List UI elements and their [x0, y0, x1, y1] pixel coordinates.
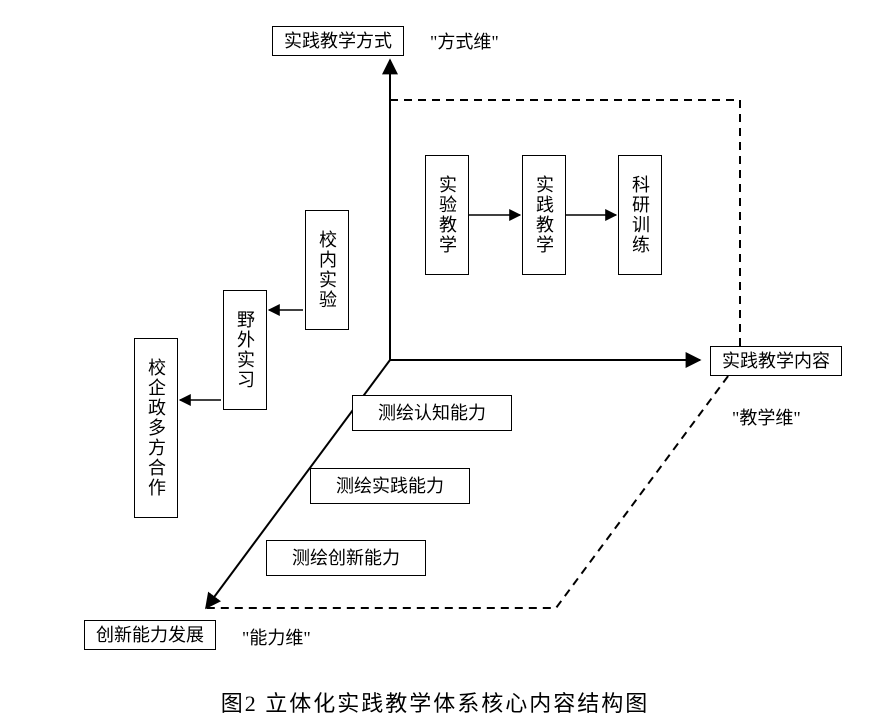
- z-axis-tag: "能力维": [242, 624, 311, 650]
- box-field-pract-text: 野外实习: [232, 310, 258, 390]
- box-cognition: 测绘认知能力: [352, 395, 512, 431]
- box-multi-coop: 校企政多方合作: [134, 338, 178, 518]
- box-innovate-ab: 测绘创新能力: [266, 540, 426, 576]
- y-axis-tag: "方式维": [430, 28, 499, 54]
- z-axis-label-text: 创新能力发展: [96, 625, 204, 645]
- box-exp-teach: 实验教学: [425, 155, 469, 275]
- box-sci-train-text: 科研训练: [627, 175, 653, 255]
- box-campus-exp: 校内实验: [305, 210, 349, 330]
- diagram-canvas: 实践教学方式 "方式维" 实践教学内容 "教学维" 创新能力发展 "能力维" 实…: [0, 0, 870, 726]
- x-axis-tag: "教学维": [732, 404, 801, 430]
- box-sci-train: 科研训练: [618, 155, 662, 275]
- x-axis-label-box: 实践教学内容: [710, 346, 842, 376]
- y-axis-label-box: 实践教学方式: [272, 26, 404, 56]
- box-innovate-ab-text: 测绘创新能力: [292, 548, 400, 568]
- box-practice-ab-text: 测绘实践能力: [336, 476, 444, 496]
- box-cognition-text: 测绘认知能力: [378, 403, 486, 423]
- box-campus-exp-text: 校内实验: [314, 230, 340, 310]
- z-axis-label-box: 创新能力发展: [84, 620, 216, 650]
- box-multi-coop-text: 校企政多方合作: [143, 358, 169, 498]
- box-field-pract: 野外实习: [223, 290, 267, 410]
- box-prac-teach-text: 实践教学: [531, 175, 557, 255]
- box-practice-ab: 测绘实践能力: [310, 468, 470, 504]
- box-exp-teach-text: 实验教学: [434, 175, 460, 255]
- box-prac-teach: 实践教学: [522, 155, 566, 275]
- x-axis-label-text: 实践教学内容: [722, 351, 830, 371]
- figure-caption: 图2 立体化实践教学体系核心内容结构图: [0, 686, 870, 718]
- y-axis-label-text: 实践教学方式: [284, 31, 392, 51]
